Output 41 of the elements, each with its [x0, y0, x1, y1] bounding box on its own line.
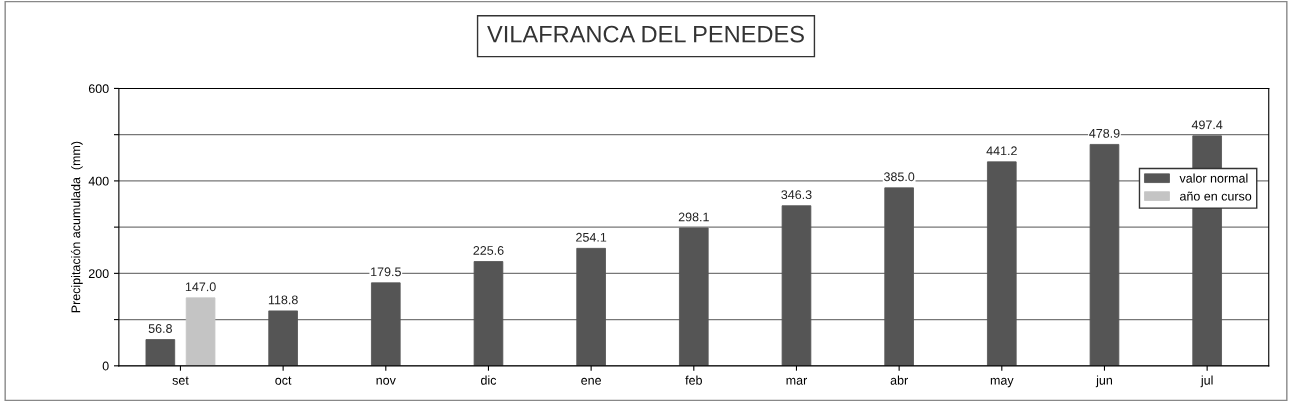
data-label: 118.8 [268, 295, 298, 305]
data-label: 254.1 [576, 232, 607, 242]
data-label: 147.0 [185, 282, 216, 292]
bar [473, 261, 504, 366]
x-tick-label: oct [275, 376, 292, 385]
data-label: 441.2 [986, 146, 1017, 156]
data-label: 298.1 [678, 212, 709, 222]
x-tick-label: ene [581, 377, 602, 385]
x-tick-label: jun [1095, 375, 1113, 388]
bar [1089, 144, 1120, 366]
x-tick-label: mar [786, 377, 808, 385]
bar [185, 297, 216, 366]
bar [679, 227, 709, 366]
data-label: 179.5 [371, 267, 401, 277]
x-tick-label: jul [1200, 375, 1213, 388]
y-axis-title: Precipitación acumulada (mm) [70, 141, 83, 313]
x-tick-label: nov [376, 377, 396, 385]
y-tick-label: 600 [88, 84, 109, 94]
data-label: 385.0 [883, 172, 915, 182]
bar [268, 310, 298, 366]
data-label: 225.6 [473, 246, 504, 255]
y-tick-label: 400 [88, 176, 109, 186]
y-tick-label: 200 [88, 269, 109, 279]
y-tick-label: 0 [102, 361, 109, 371]
bar [781, 205, 812, 366]
data-label: 346.3 [781, 190, 812, 200]
legend-label: año en curso [1180, 191, 1252, 201]
x-tick-label: may [990, 377, 1014, 388]
bar [884, 187, 914, 366]
x-tick-label: feb [685, 375, 702, 385]
bar [371, 282, 401, 366]
x-tick-label: abr [890, 375, 908, 385]
data-label: 478.9 [1089, 128, 1120, 138]
chart-title: VILAFRANCA DEL PENEDES [487, 25, 804, 43]
bar [576, 247, 606, 366]
x-tick-label: dic [481, 375, 497, 385]
bar [987, 161, 1017, 366]
legend-label: valor normal [1179, 173, 1248, 183]
data-label: 497.4 [1191, 120, 1223, 130]
x-tick-label: set [172, 376, 189, 385]
data-label: 56.8 [148, 324, 172, 333]
